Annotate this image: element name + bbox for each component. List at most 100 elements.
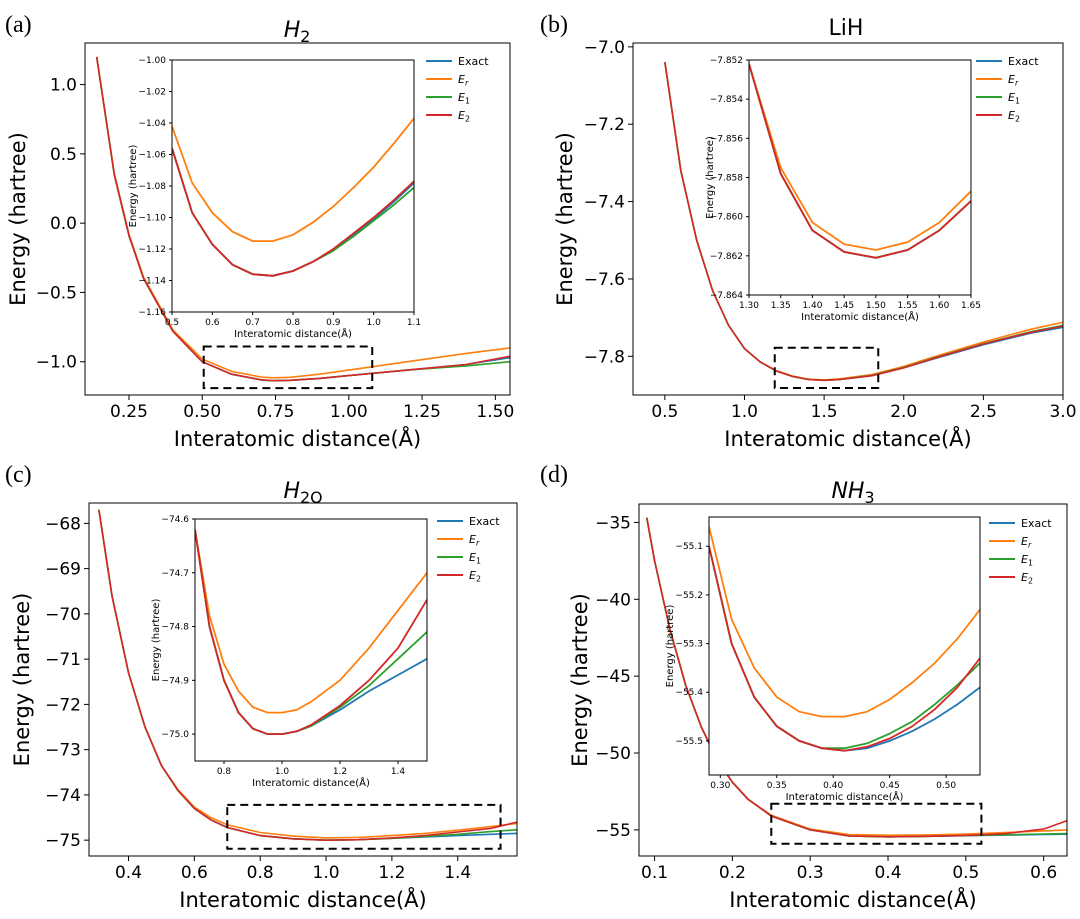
zoom-region-box — [773, 346, 880, 390]
x-tick-label: 1.2 — [333, 767, 347, 777]
x-tick-label: 1.50 — [476, 402, 514, 422]
x-tick-label: 2.0 — [890, 402, 917, 422]
y-tick-label: −74.6 — [161, 515, 189, 525]
y-tick-label: −74.7 — [161, 569, 189, 579]
x-tick-label: 1.0 — [313, 863, 340, 883]
y-tick-label: −1.12 — [138, 245, 166, 255]
y-tick-label: 1.0 — [50, 76, 77, 96]
inset-x-axis-label: Interatomic distance(Å) — [252, 776, 370, 789]
legend-label: E1 — [458, 91, 470, 105]
inset-chart: 0.8 1.0 1.2 1.4 −74.6 −74.7 −74.8 −74.9 −75.0 Int… — [151, 515, 428, 789]
legend-label: E2 — [458, 109, 470, 123]
y-tick-label: −7.856 — [710, 134, 744, 144]
y-tick-label: −68 — [45, 514, 81, 534]
panel-title: LiH — [829, 16, 864, 41]
panel-label: (d) — [540, 462, 568, 488]
x-axis-label: Interatomic distance(Å) — [724, 425, 972, 451]
inset-frame — [194, 518, 428, 762]
y-tick-label: −1.16 — [138, 308, 166, 318]
chart-panel-c: 0.4 0.6 0.8 1.0 1.2 1.4 −68 −69 −70 −71 −72 −73 −74 −… — [5, 462, 518, 912]
y-tick-label: −7.854 — [710, 95, 744, 105]
y-tick-label: −7.864 — [710, 291, 744, 301]
legend-label: Er — [469, 533, 480, 547]
x-tick-label: 0.8 — [247, 863, 274, 883]
legend-label: E1 — [1021, 553, 1033, 567]
y-tick-label: −55.1 — [675, 542, 703, 552]
y-tick-label: −7.8 — [584, 347, 625, 367]
x-axis-label: Interatomic distance(Å) — [179, 886, 427, 912]
series-line-e2 — [664, 62, 1063, 382]
x-tick-label: 1.4 — [391, 767, 406, 777]
x-tick-label: 0.5 — [651, 402, 678, 422]
plot-frame — [88, 502, 518, 857]
x-tick-label: 0.5 — [952, 863, 979, 883]
x-axis-label: Interatomic distance(Å) — [729, 886, 977, 912]
y-tick-label: −7.852 — [710, 56, 743, 66]
y-tick-label: −70 — [45, 605, 81, 625]
series-line-er — [195, 529, 427, 714]
legend-label: Exact — [1021, 517, 1052, 530]
y-tick-label: −7.4 — [584, 193, 625, 213]
legend-label: E2 — [469, 569, 481, 583]
panel-title: H2 — [284, 18, 311, 46]
chart-panel-b: 0.5 1.0 1.5 2.0 2.5 3.0 −7.0 −7.2 −7.4 −7.6 −7.8 In… — [540, 12, 1077, 451]
plot-frame — [638, 503, 1068, 857]
y-tick-label: −73 — [45, 741, 81, 761]
legend-label: E2 — [1008, 109, 1020, 123]
legend: Exact Er E1 E2 — [976, 55, 1039, 123]
y-axis-label: Energy (hartree) — [6, 132, 30, 306]
series-line-er — [749, 63, 971, 251]
y-tick-label: −69 — [45, 560, 81, 580]
legend-label: Er — [458, 73, 469, 87]
x-tick-label: 0.4 — [874, 863, 901, 883]
x-tick-label: 0.75 — [257, 402, 295, 422]
y-axis-label: Energy (hartree) — [10, 593, 34, 767]
zoom-region-box — [770, 802, 983, 845]
x-tick-label: 0.4 — [115, 863, 142, 883]
x-tick-label: 0.8 — [217, 767, 232, 777]
x-tick-label: 1.0 — [275, 767, 290, 777]
y-tick-label: −1.10 — [138, 214, 166, 224]
series-line-e2 — [98, 509, 517, 842]
x-tick-label: 0.6 — [181, 863, 208, 883]
x-tick-label: 0.1 — [641, 863, 668, 883]
inset-frame — [708, 516, 981, 776]
y-tick-label: −7.6 — [584, 270, 625, 290]
x-tick-label: 1.0 — [731, 402, 758, 422]
inset-background — [195, 519, 427, 761]
x-tick-label: 1.40 — [802, 301, 822, 311]
inset-y-axis-label: Energy (hartree) — [705, 136, 716, 219]
y-axis-label: Energy (hartree) — [553, 132, 577, 306]
y-tick-label: −1.14 — [138, 277, 166, 287]
y-tick-label: −55.3 — [675, 640, 703, 650]
y-tick-label: 0.5 — [50, 145, 77, 165]
y-tick-label: −7.2 — [584, 115, 625, 135]
x-tick-label: 0.25 — [110, 402, 148, 422]
y-tick-label: −75 — [45, 831, 81, 851]
y-tick-label: −1.08 — [138, 182, 166, 192]
y-tick-label: −40 — [595, 590, 631, 610]
legend-label: Er — [1008, 73, 1019, 87]
inset-y-axis-label: Energy (hartree) — [665, 605, 676, 688]
x-axis-label: Interatomic distance(Å) — [174, 425, 422, 451]
y-tick-label: 0.0 — [50, 214, 77, 234]
x-tick-label: 3.0 — [1049, 402, 1076, 422]
panel-title: H2O — [283, 479, 322, 507]
y-tick-label: −1.00 — [138, 56, 166, 66]
x-tick-label: 1.2 — [378, 863, 405, 883]
inset-chart: 0.5 0.6 0.7 0.8 0.9 1.0 1.1 −1.00 −1.02 −1.04 −1.0… — [128, 56, 421, 340]
legend-label: E1 — [1008, 91, 1020, 105]
y-tick-label: −55.4 — [675, 688, 703, 698]
x-tick-label: 1.30 — [739, 301, 759, 311]
x-tick-label: 1.50 — [866, 301, 886, 311]
y-tick-label: −0.5 — [36, 283, 77, 303]
x-tick-label: 1.65 — [961, 301, 981, 311]
x-tick-label: 0.9 — [326, 318, 341, 328]
inset-chart: 1.30 1.35 1.40 1.45 1.50 1.55 1.60 1.65 −7.852 −7… — [705, 56, 981, 323]
legend: Exact Er E1 E2 — [437, 515, 500, 583]
inset-chart: 0.30 0.35 0.40 0.45 0.50 −55.1 −55.2 −55.3 −55.4… — [665, 516, 981, 803]
y-tick-label: −1.04 — [138, 119, 166, 129]
x-tick-label: 0.35 — [767, 781, 787, 791]
zoom-region-box — [202, 345, 374, 390]
x-tick-label: 0.7 — [246, 318, 260, 328]
